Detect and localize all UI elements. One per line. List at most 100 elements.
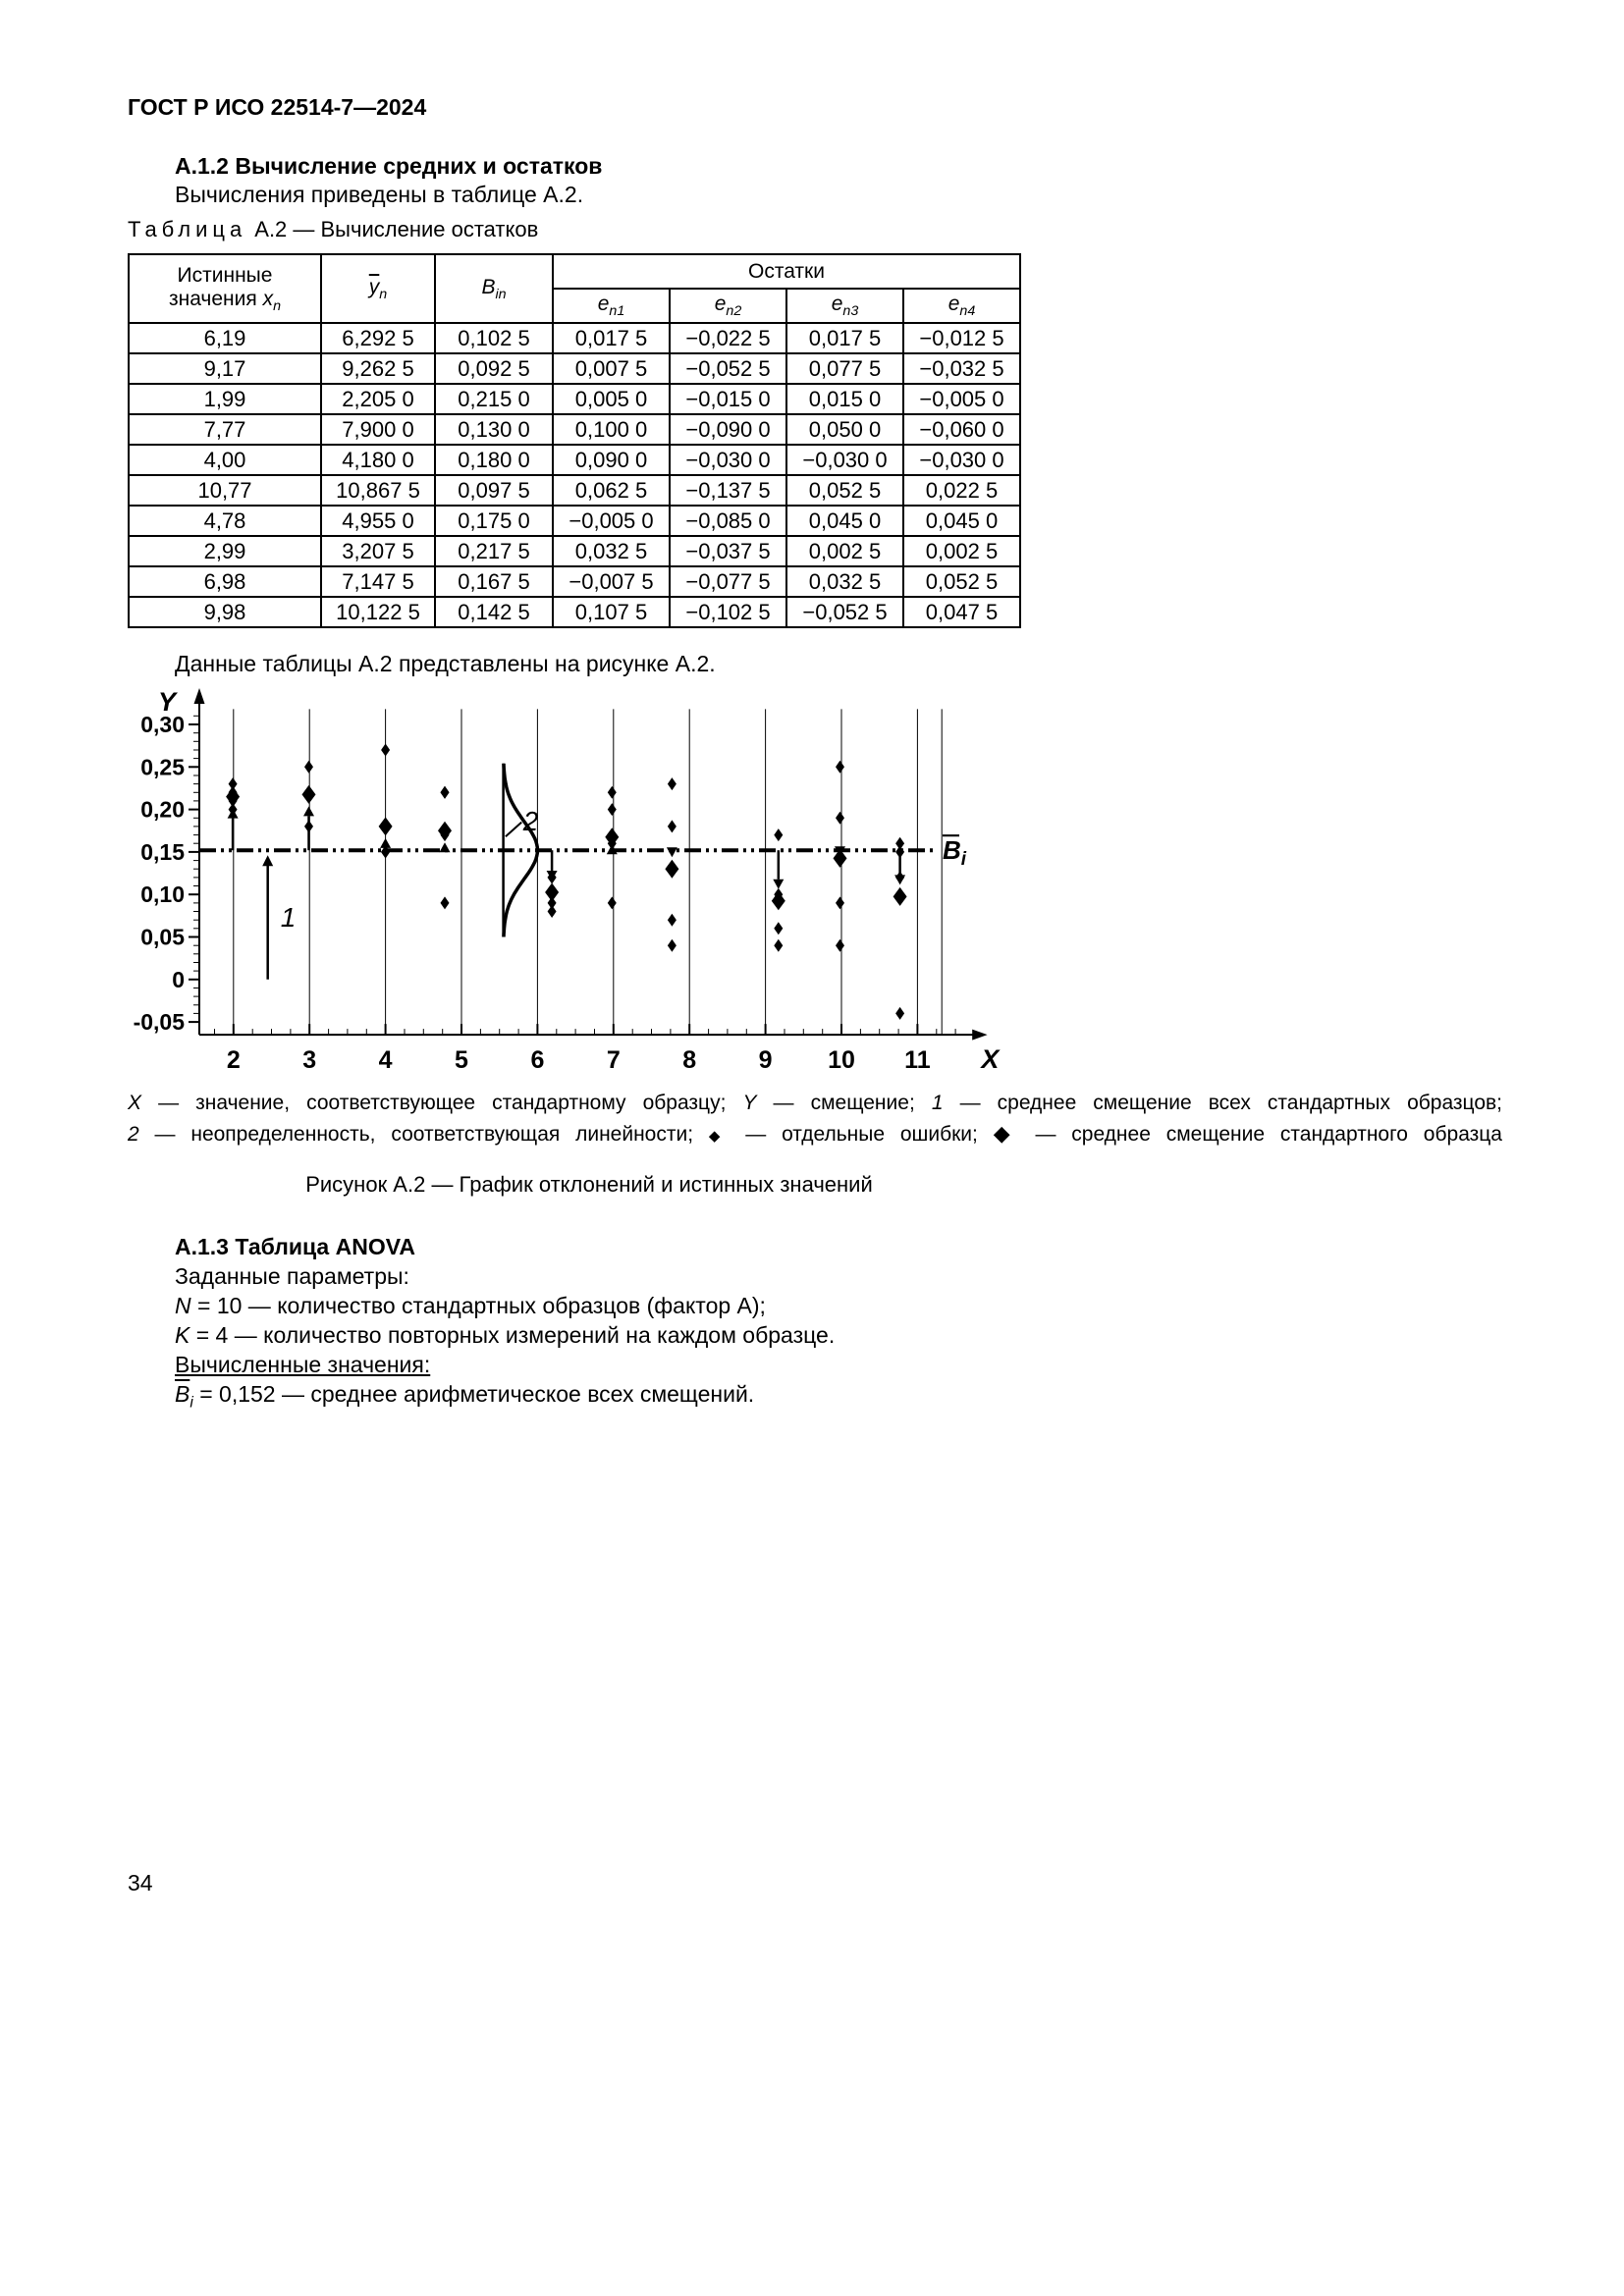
table-cell: 0,005 0 bbox=[552, 383, 671, 416]
text-segment: — смещение; bbox=[756, 1091, 932, 1114]
error-point bbox=[667, 777, 677, 791]
error-point bbox=[607, 803, 617, 817]
deviation-arrowhead bbox=[666, 847, 677, 858]
table-cell: 0,052 5 bbox=[902, 565, 1021, 599]
header-residual-col: en1 bbox=[552, 288, 671, 325]
table-cell: 0,092 5 bbox=[434, 352, 554, 386]
mean-line-label: Bi bbox=[943, 835, 967, 870]
table-cell: 0,002 5 bbox=[785, 535, 904, 568]
text-segment: B bbox=[175, 1380, 190, 1407]
error-point bbox=[547, 896, 557, 910]
y-axis-title: Y bbox=[158, 687, 179, 717]
error-point bbox=[304, 760, 313, 774]
text-segment: = 4 — количество повторных измерений на … bbox=[189, 1322, 836, 1349]
table-row: 9,17 9,262 5 0,092 5 0,007 5 −0,052 5 0,077 5… bbox=[128, 352, 1021, 386]
table-cell: 4,00 bbox=[128, 444, 322, 477]
text-segment: N bbox=[175, 1293, 191, 1319]
small-diamond-icon: ◆ bbox=[708, 1127, 731, 1146]
x-tick-label: 3 bbox=[302, 1046, 316, 1074]
group-mean-point bbox=[301, 784, 316, 804]
text-segment: А.1.3 Таблица ANOVA bbox=[175, 1234, 415, 1260]
section-a13-line: K = 4 — количество повторных измерений н… bbox=[128, 1321, 1507, 1351]
error-point bbox=[895, 836, 905, 850]
error-point bbox=[607, 896, 617, 910]
text-segment: X bbox=[128, 1091, 142, 1114]
table-cell: −0,077 5 bbox=[669, 565, 787, 599]
linearity-curve bbox=[502, 763, 540, 937]
table-cell: 0,142 5 bbox=[434, 596, 554, 629]
group-mean-point bbox=[771, 891, 785, 911]
table-cell: 0,022 5 bbox=[902, 474, 1021, 507]
legend-line: 2 — неопределенность, соответствующая ли… bbox=[128, 1118, 1502, 1150]
table-cell: −0,102 5 bbox=[669, 596, 787, 629]
text-segment: — значение, соответствующее стандартному… bbox=[141, 1091, 743, 1114]
table-cell: 9,98 bbox=[128, 596, 322, 629]
figure-legend: X — значение, соответствующее стандартно… bbox=[128, 1088, 1502, 1151]
group-mean-point bbox=[605, 828, 620, 847]
table-cell: 0,077 5 bbox=[785, 352, 904, 386]
error-point bbox=[895, 1006, 905, 1020]
section-a13-line: N = 10 — количество стандартных образцов… bbox=[128, 1292, 1507, 1321]
x-tick-label: 4 bbox=[379, 1046, 393, 1074]
table-cell: 0,100 0 bbox=[552, 413, 671, 447]
section-a13-line: Заданные параметры: bbox=[128, 1262, 1507, 1292]
table-row: 7,77 7,900 0 0,130 0 0,100 0 −0,090 0 0,050 0… bbox=[128, 413, 1021, 447]
error-point bbox=[228, 803, 238, 817]
x-tick-label: 9 bbox=[759, 1046, 773, 1074]
text-segment: — неопределенность, соответствующая лине… bbox=[138, 1123, 709, 1147]
error-point bbox=[667, 938, 677, 952]
table-cell: 0,047 5 bbox=[902, 596, 1021, 629]
table-cell: 0,007 5 bbox=[552, 352, 671, 386]
label-2-leader bbox=[505, 821, 522, 837]
error-point bbox=[667, 820, 677, 833]
table-cell: 0,052 5 bbox=[785, 474, 904, 507]
table-cell: −0,022 5 bbox=[669, 322, 787, 355]
overall-bias-arrowhead bbox=[262, 855, 274, 867]
table-cell: −0,030 0 bbox=[785, 444, 904, 477]
table-cell: 0,180 0 bbox=[434, 444, 554, 477]
table-cell: 0,015 0 bbox=[785, 383, 904, 416]
table-cell: 2,99 bbox=[128, 535, 322, 568]
table-cell: 9,262 5 bbox=[320, 352, 436, 386]
table-cell: −0,015 0 bbox=[669, 383, 787, 416]
x-tick-label: 5 bbox=[455, 1046, 468, 1074]
table-cell: 0,017 5 bbox=[785, 322, 904, 355]
error-point bbox=[547, 904, 557, 918]
figure-intro: Данные таблицы А.2 представлены на рисун… bbox=[175, 651, 716, 677]
table-cell: −0,052 5 bbox=[669, 352, 787, 386]
error-point bbox=[895, 845, 905, 859]
header-true-values: Истинные значения xn bbox=[128, 253, 322, 325]
error-point bbox=[836, 811, 844, 825]
y-tick-label: 0,15 bbox=[140, 839, 185, 865]
text-segment: = 0,152 — среднее арифметическое всех см… bbox=[192, 1380, 755, 1407]
table-cell: 7,900 0 bbox=[320, 413, 436, 447]
figure-a2: Bi 0,30 0,25 0,20 0,15 0,10 0,05 0 -0,05 2 3 4 5 6 7 8 9… bbox=[134, 687, 1507, 1082]
group-mean-point bbox=[438, 821, 452, 840]
table-cell: 0,215 0 bbox=[434, 383, 554, 416]
table-row: 9,98 10,122 5 0,142 5 0,107 5 −0,102 5 −0,052… bbox=[128, 596, 1021, 629]
document-header: ГОСТ Р ИСО 22514-7—2024 bbox=[128, 94, 427, 120]
section-a12-heading: А.1.2 Вычисление средних и остатков bbox=[175, 153, 603, 179]
table-cell: 9,17 bbox=[128, 352, 322, 386]
table-row: 1,99 2,205 0 0,215 0 0,005 0 −0,015 0 0,015 0… bbox=[128, 383, 1021, 416]
text-segment: 2 bbox=[128, 1123, 139, 1147]
table-subheader-row: en1 en2 en3 en4 bbox=[129, 288, 1021, 325]
group-mean-point bbox=[665, 859, 679, 879]
table-cell: 0,050 0 bbox=[785, 413, 904, 447]
table-cell: 0,130 0 bbox=[434, 413, 554, 447]
table-row: 4,00 4,180 0 0,180 0 0,090 0 −0,030 0 −0,030 … bbox=[128, 444, 1021, 477]
section-a13: А.1.3 Таблица ANOVA Заданные параметры: N … bbox=[128, 1233, 1507, 1413]
table-cell: 4,180 0 bbox=[320, 444, 436, 477]
deviation-arrowhead bbox=[439, 842, 451, 853]
table-cell: 0,062 5 bbox=[552, 474, 671, 507]
legend-line: X — значение, соответствующее стандартно… bbox=[128, 1088, 1502, 1119]
table-cell: −0,012 5 bbox=[902, 322, 1021, 355]
table-cell: 0,090 0 bbox=[552, 444, 671, 477]
table-cell: 7,147 5 bbox=[320, 565, 436, 599]
table-cell: 10,867 5 bbox=[320, 474, 436, 507]
header-bias: Bin bbox=[434, 253, 554, 325]
text-segment: = 10 — количество стандартных образцов (… bbox=[190, 1293, 766, 1319]
text-segment: i bbox=[189, 1394, 193, 1412]
page-number: 34 bbox=[128, 1870, 153, 1896]
